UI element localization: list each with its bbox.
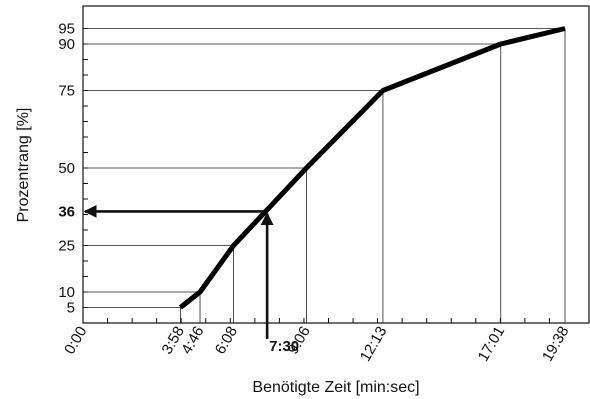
x-tick-label: 6:08 bbox=[212, 324, 241, 358]
y-axis-title: Prozentrang [%] bbox=[15, 108, 32, 223]
x-axis-title: Benötigte Zeit [min:sec] bbox=[252, 379, 419, 396]
y-tick-label: 5 bbox=[67, 300, 75, 317]
y-tick-label: 90 bbox=[58, 36, 75, 53]
y-tick-label: 95 bbox=[58, 21, 75, 38]
x-tick-label: 4:46 bbox=[178, 324, 207, 358]
y-tick-label: 50 bbox=[58, 160, 75, 177]
y-tick-label: 75 bbox=[58, 83, 75, 100]
y-tick-label: 36 bbox=[58, 203, 75, 220]
y-tick-label: 25 bbox=[58, 238, 75, 255]
plot-frame bbox=[82, 5, 590, 324]
y-tick-label: 10 bbox=[58, 284, 75, 301]
x-tick-label: 7:30 bbox=[269, 338, 299, 355]
x-tick-label: 9:06 bbox=[285, 324, 314, 358]
series-line bbox=[178, 26, 566, 310]
x-tick-label: 12:13 bbox=[357, 324, 390, 365]
x-tick-label: 17:01 bbox=[475, 324, 508, 365]
x-tick-label: 19:38 bbox=[539, 324, 572, 365]
x-tick-label: 0:00 bbox=[61, 324, 90, 358]
